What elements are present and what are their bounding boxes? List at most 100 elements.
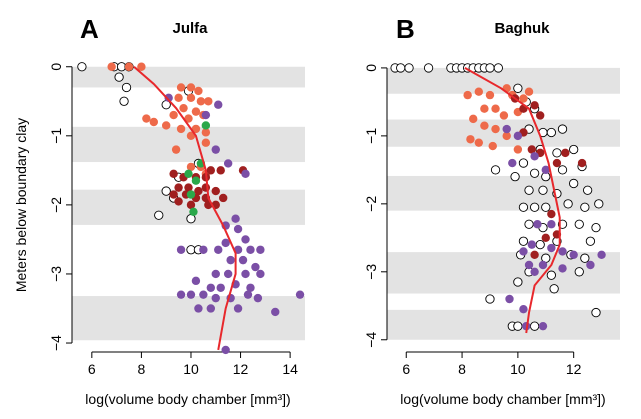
point	[513, 131, 523, 141]
x-tick-label: 6	[402, 361, 410, 377]
point	[186, 83, 196, 92]
point	[211, 186, 220, 196]
point	[535, 111, 545, 120]
point	[171, 145, 181, 154]
point	[513, 83, 523, 93]
point	[186, 290, 196, 299]
point	[256, 269, 265, 279]
point	[121, 82, 132, 93]
point	[226, 255, 235, 265]
point	[201, 121, 211, 130]
point	[233, 224, 243, 234]
point	[231, 214, 240, 223]
point	[518, 158, 529, 168]
point	[563, 199, 573, 209]
point	[142, 114, 151, 123]
point	[541, 165, 550, 175]
point	[189, 207, 198, 216]
band	[387, 119, 620, 147]
point	[546, 127, 557, 138]
point	[524, 185, 534, 195]
point	[211, 293, 220, 303]
point	[485, 294, 495, 304]
band	[387, 309, 620, 340]
panel-label: B	[396, 14, 415, 44]
point	[196, 97, 206, 106]
point	[519, 247, 528, 256]
point	[176, 290, 186, 299]
point	[176, 83, 186, 92]
point	[191, 276, 201, 286]
point	[569, 250, 578, 260]
point	[502, 124, 511, 134]
point	[530, 267, 539, 277]
point	[580, 253, 590, 263]
point	[241, 269, 250, 279]
point	[176, 124, 186, 134]
x-tick-label: 8	[138, 361, 146, 377]
point	[206, 304, 216, 313]
point	[505, 294, 514, 304]
y-tick-label: −3	[48, 266, 64, 282]
point	[194, 304, 203, 313]
point	[223, 269, 233, 279]
point	[186, 93, 196, 103]
y-tick-label: −2	[48, 197, 64, 213]
point	[176, 245, 186, 254]
x-axis-label: log(volume body chamber [mm³])	[400, 391, 605, 407]
point	[538, 260, 548, 270]
point	[529, 168, 540, 178]
point	[538, 185, 548, 195]
point	[585, 236, 596, 246]
x-tick-label: 10	[183, 361, 199, 377]
point	[513, 321, 523, 331]
x-tick-label: 6	[88, 361, 96, 377]
point	[161, 186, 171, 196]
point	[216, 283, 225, 292]
point	[597, 250, 606, 260]
x-tick-label: 8	[458, 361, 466, 377]
point	[538, 321, 548, 331]
y-axis-label: Meters below boundary clay	[13, 118, 29, 292]
point	[524, 87, 534, 96]
panel-label: A	[80, 14, 99, 44]
point	[557, 124, 568, 134]
point	[580, 202, 590, 212]
point	[518, 202, 529, 212]
point	[206, 283, 216, 292]
point	[524, 219, 534, 229]
point	[246, 283, 255, 292]
point	[186, 162, 196, 172]
point	[184, 114, 193, 123]
point	[137, 62, 146, 71]
point	[154, 210, 164, 220]
y-tick-label: −1	[48, 128, 64, 144]
point	[214, 245, 223, 254]
point	[582, 185, 593, 195]
point	[466, 135, 475, 144]
point	[491, 124, 500, 134]
point	[561, 148, 570, 158]
point	[491, 104, 500, 113]
point	[480, 104, 489, 113]
point	[591, 222, 601, 233]
point	[499, 111, 509, 120]
point	[211, 269, 220, 279]
point	[577, 158, 587, 168]
point	[233, 304, 243, 313]
point	[149, 117, 158, 127]
x-axis-label: log(volume body chamber [mm³])	[85, 391, 290, 407]
y-tick-label: −4	[363, 332, 379, 348]
point	[547, 220, 556, 229]
point	[557, 165, 568, 175]
point	[199, 290, 208, 299]
point	[214, 100, 223, 109]
point	[569, 178, 579, 189]
point	[256, 245, 265, 254]
point	[219, 193, 228, 203]
point	[485, 63, 495, 73]
point	[480, 121, 489, 130]
point	[253, 293, 263, 303]
point	[186, 131, 196, 141]
